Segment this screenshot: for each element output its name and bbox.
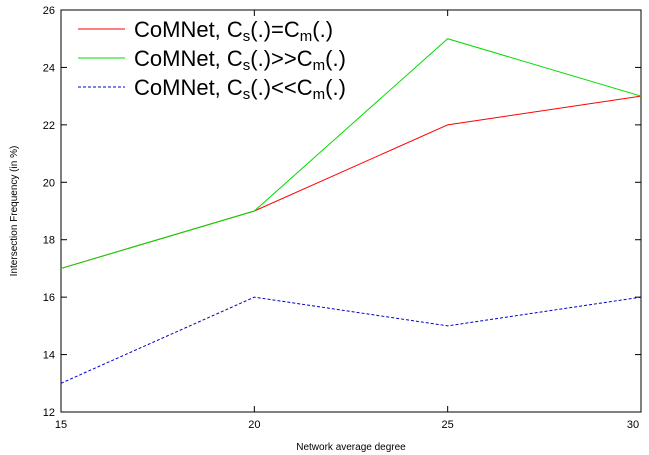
legend-entry-3: CoMNet, Cs(.)<<Cm(.) xyxy=(134,75,346,103)
y-tick-label-14: 14 xyxy=(43,350,55,362)
series-lines xyxy=(60,38,642,384)
x-axis-title: Network average degree xyxy=(296,442,406,453)
series-line-2 xyxy=(60,38,642,269)
y-tick-label-26: 26 xyxy=(43,5,55,17)
tick-labels: 12 14 16 18 20 22 24 26 15 20 25 30 xyxy=(43,5,639,431)
legend-entry-1: CoMNet, Cs(.)=Cm(.) xyxy=(134,17,333,45)
x-tick-label-15: 15 xyxy=(55,419,67,431)
series-line-3 xyxy=(60,296,642,384)
legend-entry-2: CoMNet, Cs(.)>>Cm(.) xyxy=(134,46,346,74)
plot-frame xyxy=(60,9,642,413)
y-tick-label-18: 18 xyxy=(43,235,55,247)
y-tick-label-24: 24 xyxy=(43,62,55,74)
y-axis-title: Intersection Frequency (in %) xyxy=(9,146,20,277)
y-tick-label-12: 12 xyxy=(43,407,55,419)
x-tick-label-25: 25 xyxy=(442,419,454,431)
y-tick-label-20: 20 xyxy=(43,177,55,189)
y-tick-label-16: 16 xyxy=(43,292,55,304)
axis-ticks xyxy=(60,9,642,413)
y-tick-label-22: 22 xyxy=(43,120,55,132)
x-tick-label-30: 30 xyxy=(627,419,639,431)
legend: CoMNet, Cs(.)=Cm(.)CoMNet, Cs(.)>>Cm(.)C… xyxy=(78,17,346,103)
x-tick-label-20: 20 xyxy=(248,419,260,431)
